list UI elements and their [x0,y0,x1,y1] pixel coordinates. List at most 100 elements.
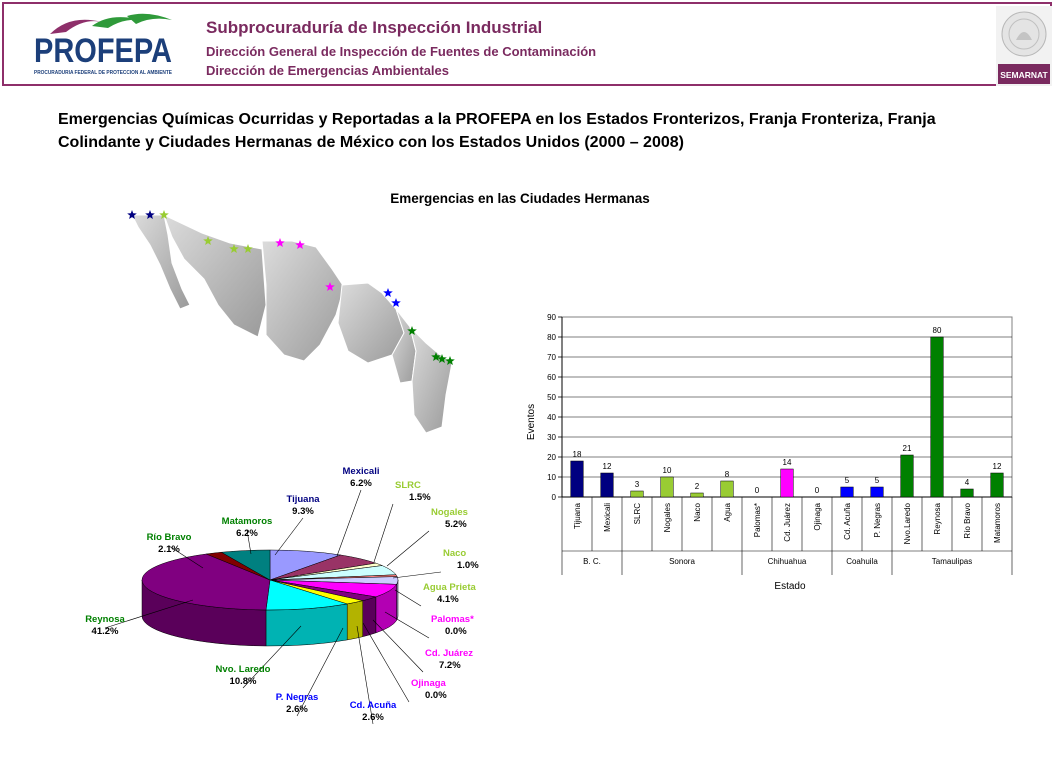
bar-y-tick-label: 70 [547,353,556,362]
pie-leader-line [246,529,252,555]
bar-category-label: Palomas* [753,503,762,537]
pie-slice-pct: 0.0% [445,626,467,637]
bar-category-label: Reynosa [933,502,942,534]
pie-leader-line [392,571,442,579]
bar-mark [990,472,1004,498]
bar-group-label: Sonora [669,557,695,566]
header-line-3: Dirección de Emergencias Ambientales [206,63,450,78]
bar-category-label: Cd. Acuña [843,502,852,539]
pie-slice-pct: 0.0% [425,690,447,701]
pie-slice-label: Matamoros [222,516,273,527]
pie-slice-label: Río Bravo [147,532,192,543]
map-marker-star [145,210,155,219]
pie-slice-pct: 6.2% [236,528,258,539]
map-marker-star [325,282,335,291]
pie-slice-label: Naco [443,548,466,559]
page-header: PROFEPA PROCURADURIA FEDERAL DE PROTECCI… [2,2,1052,86]
bar-y-axis-label: Eventos [526,404,537,440]
bar-mark [570,460,584,498]
pie-leader-line [296,627,344,717]
pie-slice-label: Nogales [431,507,468,518]
pie-slice-pct: 1.0% [457,560,479,571]
bar-category-label: Nvo.Laredo [903,502,912,544]
bar-mark [840,486,854,498]
pie-leader-line [394,589,422,607]
bar-value-label: 18 [573,450,582,459]
bar-category-label: Cd. Juárez [783,503,792,542]
map-marker-star [437,354,447,363]
bar-category-label: Tijuana [573,502,582,528]
bar-y-tick-label: 10 [547,473,556,482]
bar-mark [930,336,944,498]
bar-value-label: 21 [903,444,912,453]
bar-mark [870,486,884,498]
pie-leader-line [336,489,362,557]
pie-slice-side [362,596,377,637]
map-marker-star [203,236,213,245]
pie-slice [220,549,271,581]
pie-slice-pct: 6.2% [350,478,372,489]
bar-y-tick-label: 80 [547,333,556,342]
bar-mark [600,472,614,498]
pie-leader-line [362,622,410,703]
svg-text:PROFEPA: PROFEPA [34,32,172,70]
map-marker-star [275,238,285,247]
pie-slice-pct: 7.2% [439,660,461,671]
map-marker-star [391,298,401,307]
pie-slice-pct: 5.2% [445,519,467,530]
map-marker-star [295,240,305,249]
pie-leader-line [372,619,424,673]
bar-category-label: Mexicali [603,503,612,532]
map-marker-star [243,244,253,253]
bar-value-label: 12 [603,462,612,471]
pie-leader-line [386,530,430,567]
bar-category-label: Río Bravo [963,502,972,538]
bar-mark [960,488,974,498]
bar-y-tick-label: 50 [547,393,556,402]
pie-leader-line [373,503,394,563]
bar-value-label: 5 [875,476,880,485]
pie-slice-label: Mexicali [343,466,380,477]
pie-slice-pct: 9.3% [292,506,314,517]
bar-mark [900,454,914,498]
bar-value-label: 0 [815,486,820,495]
bar-group-label: Coahuila [846,557,878,566]
pie-leader-line [356,625,374,725]
page-title: Emergencias Químicas Ocurridas y Reporta… [58,111,936,151]
bar-y-tick-label: 40 [547,413,556,422]
pie-slice-side [346,600,364,641]
pie-leader-line [274,517,304,556]
map-state-chihuahua [261,240,345,362]
map-marker-star [383,288,393,297]
bar-y-tick-label: 90 [547,313,556,322]
header-line-2: Dirección General de Inspección de Fuent… [206,44,597,59]
border-states-map [127,210,455,434]
pie-slice-pct: 4.1% [437,594,459,605]
bar-x-axis-label: Estado [774,581,806,592]
pie-leader-line [104,599,194,629]
pie-slice-pct: 2.6% [286,704,308,715]
map-marker-star [407,326,417,335]
map-state-baja-california [131,214,191,310]
pie-slice-pct: 2.6% [362,712,384,723]
bar-value-label: 8 [725,470,730,479]
map-marker-star [229,244,239,253]
pie-leader-line [168,545,204,569]
pie-slice-label: SLRC [395,480,421,491]
pie-slice-side [265,603,348,647]
pie-slice [265,579,348,611]
pie-slice-pct: 2.1% [158,544,180,555]
bar-value-label: 12 [993,462,1002,471]
bar-mark [630,490,644,498]
pie-slice-label: Cd. Juárez [425,648,473,659]
semarnat-seal: SEMARNAT [996,6,1052,86]
pie-leader-line [384,611,430,639]
pie-slice-pct: 1.5% [409,492,431,503]
map-marker-star [431,352,441,361]
profepa-logo: PROFEPA PROCURADURIA FEDERAL DE PROTECCI… [34,13,172,76]
bar-y-tick-label: 30 [547,433,556,442]
header-line-1: Subprocuraduría de Inspección Industrial [206,18,543,37]
bar-category-label: Naco [693,502,702,521]
pie-slice-label: Ojinaga [411,678,447,689]
